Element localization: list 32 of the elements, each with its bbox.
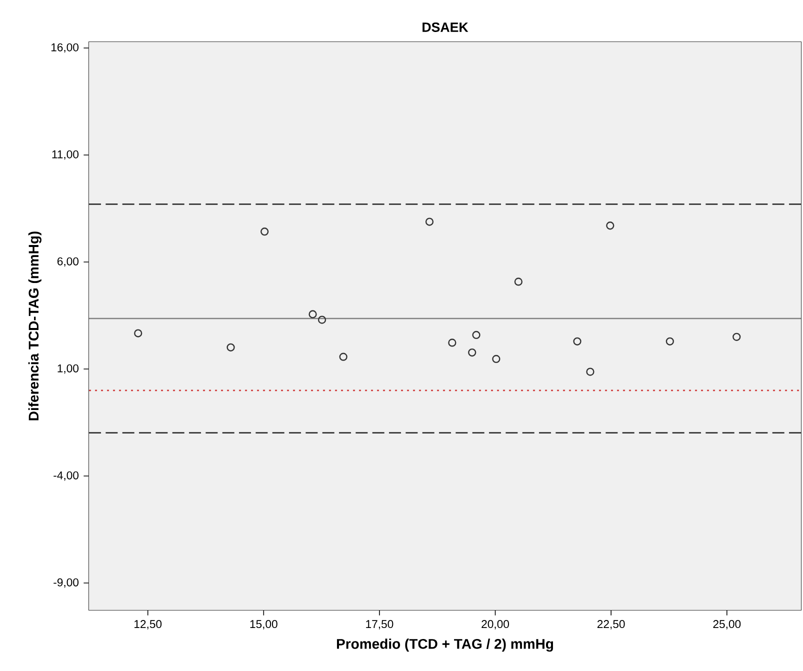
point bbox=[514, 278, 522, 286]
point bbox=[472, 330, 480, 340]
x-tick-label: 22,50 bbox=[597, 620, 625, 630]
x-tick-label: 25,00 bbox=[713, 620, 741, 630]
y-tick-label: 1,00 bbox=[58, 364, 79, 374]
point bbox=[260, 228, 269, 236]
x-tick-label: 15,00 bbox=[250, 620, 278, 630]
y-tick-label: -9,00 bbox=[54, 578, 79, 588]
point bbox=[448, 338, 456, 347]
x-tick-label: 12,50 bbox=[134, 620, 162, 630]
point bbox=[134, 329, 142, 338]
y-tick-label: -4,00 bbox=[54, 471, 79, 481]
point bbox=[732, 332, 741, 341]
y-tick-label: 11,00 bbox=[52, 150, 79, 160]
x-tick-label: 17,50 bbox=[366, 620, 394, 630]
y-tick-label: 16,00 bbox=[51, 43, 79, 53]
point bbox=[586, 368, 594, 376]
point bbox=[573, 337, 582, 346]
point bbox=[666, 337, 674, 346]
point bbox=[492, 354, 500, 364]
point bbox=[318, 316, 326, 324]
point bbox=[606, 222, 614, 230]
point bbox=[308, 310, 317, 318]
y-tick-label: 6,00 bbox=[57, 257, 79, 267]
y-axis-title: Diferencia TCD-TAG (mmHg) bbox=[28, 232, 42, 420]
chart-title: DSAEK bbox=[422, 22, 468, 32]
point bbox=[468, 348, 476, 357]
point bbox=[226, 343, 235, 352]
point bbox=[339, 352, 348, 361]
x-tick-label: 20,00 bbox=[482, 620, 509, 630]
x-axis-title: Promedio (TCD + TAG / 2) mmHg bbox=[336, 638, 554, 652]
point bbox=[425, 218, 434, 226]
